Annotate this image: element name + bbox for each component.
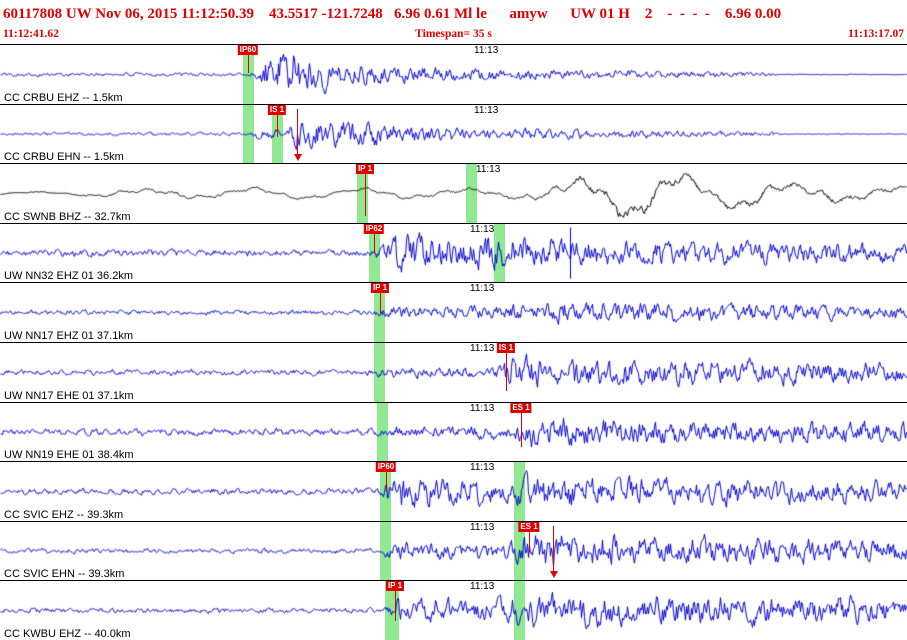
trace-row-6[interactable]: 11:13 UW NN17 EHE 01 37.1km IS 1 bbox=[0, 342, 907, 403]
trace-row-8[interactable]: 11:13 CC SVIC EHZ -- 39.3km IP60 bbox=[0, 462, 907, 522]
pick-flag[interactable]: IP60 bbox=[237, 45, 259, 55]
waveform-canvas[interactable] bbox=[0, 45, 907, 104]
pick-marker-arrow-icon bbox=[293, 154, 302, 162]
pick-marker-arrow-icon bbox=[549, 571, 558, 579]
trace-minute-label: 11:13 bbox=[470, 342, 495, 354]
station-label: CC KWBU EHZ -- 40.0km bbox=[4, 627, 131, 640]
trace-minute-label: 11:13 bbox=[470, 581, 495, 593]
station-label: UW NN32 EHZ 01 36.2km bbox=[4, 270, 133, 283]
event-summary-text: 60117808 UW Nov 06, 2015 11:12:50.39 43.… bbox=[3, 5, 782, 22]
pick-line bbox=[374, 233, 375, 254]
station-label: CC CRBU EHZ -- 1.5km bbox=[4, 91, 123, 104]
pick-flag[interactable]: ES 1 bbox=[518, 521, 540, 532]
trace-minute-label: 11:13 bbox=[470, 402, 495, 414]
pick-flag[interactable]: ES 1 bbox=[510, 402, 532, 413]
trace-row-9[interactable]: 11:13 CC SVIC EHN -- 39.3km ES 1 bbox=[0, 521, 907, 582]
time-window-bar: 11:12:41.62 Timespan= 35 s 11:13:17.07 bbox=[0, 28, 907, 44]
station-label: CC SVIC EHN -- 39.3km bbox=[4, 568, 125, 581]
station-label: UW NN17 EHE 01 37.1km bbox=[4, 389, 134, 402]
pick-line bbox=[521, 412, 522, 447]
trace-row-4[interactable]: 11:13 UW NN32 EHZ 01 36.2km IP62 bbox=[0, 223, 907, 284]
trace-row-10[interactable]: 11:13 CC KWBU EHZ -- 40.0km IP 1 bbox=[0, 581, 907, 640]
pick-line bbox=[386, 472, 387, 493]
waveform-canvas[interactable] bbox=[0, 164, 907, 223]
waveform-canvas[interactable] bbox=[0, 283, 907, 342]
pick-line bbox=[380, 293, 381, 314]
window-start-time: 11:12:41.62 bbox=[3, 28, 59, 40]
pick-flag[interactable]: IS 1 bbox=[496, 342, 516, 353]
trace-row-5[interactable]: 11:13 UW NN17 EHZ 01 37.1km IP 1 bbox=[0, 283, 907, 343]
waveform-canvas[interactable] bbox=[0, 462, 907, 521]
pick-flag[interactable]: IP60 bbox=[375, 462, 397, 473]
trace-row-2[interactable]: 11:13 CC CRBU EHN -- 1.5km IS 1 bbox=[0, 104, 907, 165]
window-end-time: 11:13:17.07 bbox=[848, 28, 904, 40]
waveform-canvas[interactable] bbox=[0, 223, 907, 283]
timespan-label: Timespan= 35 s bbox=[415, 28, 492, 40]
waveform-canvas[interactable] bbox=[0, 402, 907, 462]
station-label: CC SWNB BHZ -- 32.7km bbox=[4, 210, 131, 223]
pick-line bbox=[248, 55, 249, 73]
trace-minute-label: 11:13 bbox=[470, 283, 495, 295]
trace-row-1[interactable]: 11:13 CC CRBU EHZ -- 1.5km IP60 bbox=[0, 45, 907, 105]
pick-line bbox=[529, 531, 530, 552]
trace-row-7[interactable]: 11:13 UW NN19 EHE 01 38.4km ES 1 bbox=[0, 402, 907, 463]
pick-flag[interactable]: IP62 bbox=[363, 223, 385, 234]
pick-flag[interactable]: IP 1 bbox=[385, 581, 405, 592]
station-label: UW NN19 EHE 01 38.4km bbox=[4, 449, 134, 462]
trace-row-3[interactable]: 11:13 CC SWNB BHZ -- 32.7km IP 1 bbox=[0, 164, 907, 224]
pick-line bbox=[395, 591, 396, 622]
trace-minute-label: 11:13 bbox=[470, 521, 495, 533]
pick-line bbox=[365, 174, 366, 217]
pick-marker-line bbox=[297, 108, 298, 157]
waveform-canvas[interactable] bbox=[0, 104, 907, 164]
pick-flag[interactable]: IP 1 bbox=[355, 164, 375, 175]
station-label: UW NN17 EHZ 01 37.1km bbox=[4, 329, 133, 342]
station-label: CC SVIC EHZ -- 39.3km bbox=[4, 508, 124, 521]
waveform-canvas[interactable] bbox=[0, 342, 907, 402]
station-label: CC CRBU EHN -- 1.5km bbox=[4, 151, 124, 164]
trace-list: 11:13 CC CRBU EHZ -- 1.5km IP60 11:13 CC… bbox=[0, 44, 907, 640]
pick-marker-line bbox=[553, 525, 554, 574]
pick-line bbox=[506, 352, 507, 391]
trace-minute-label: 11:13 bbox=[470, 462, 495, 474]
trace-minute-label: 11:13 bbox=[474, 104, 499, 116]
trace-minute-label: 11:13 bbox=[470, 223, 495, 235]
trace-minute-label: 11:13 bbox=[476, 164, 501, 176]
pick-line bbox=[277, 114, 278, 137]
waveform-canvas[interactable] bbox=[0, 521, 907, 581]
event-header: 60117808 UW Nov 06, 2015 11:12:50.39 43.… bbox=[0, 0, 907, 28]
pick-flag[interactable]: IS 1 bbox=[267, 104, 287, 115]
trace-minute-label: 11:13 bbox=[474, 45, 499, 56]
waveform-canvas[interactable] bbox=[0, 581, 907, 640]
pick-flag[interactable]: IP 1 bbox=[370, 283, 390, 294]
